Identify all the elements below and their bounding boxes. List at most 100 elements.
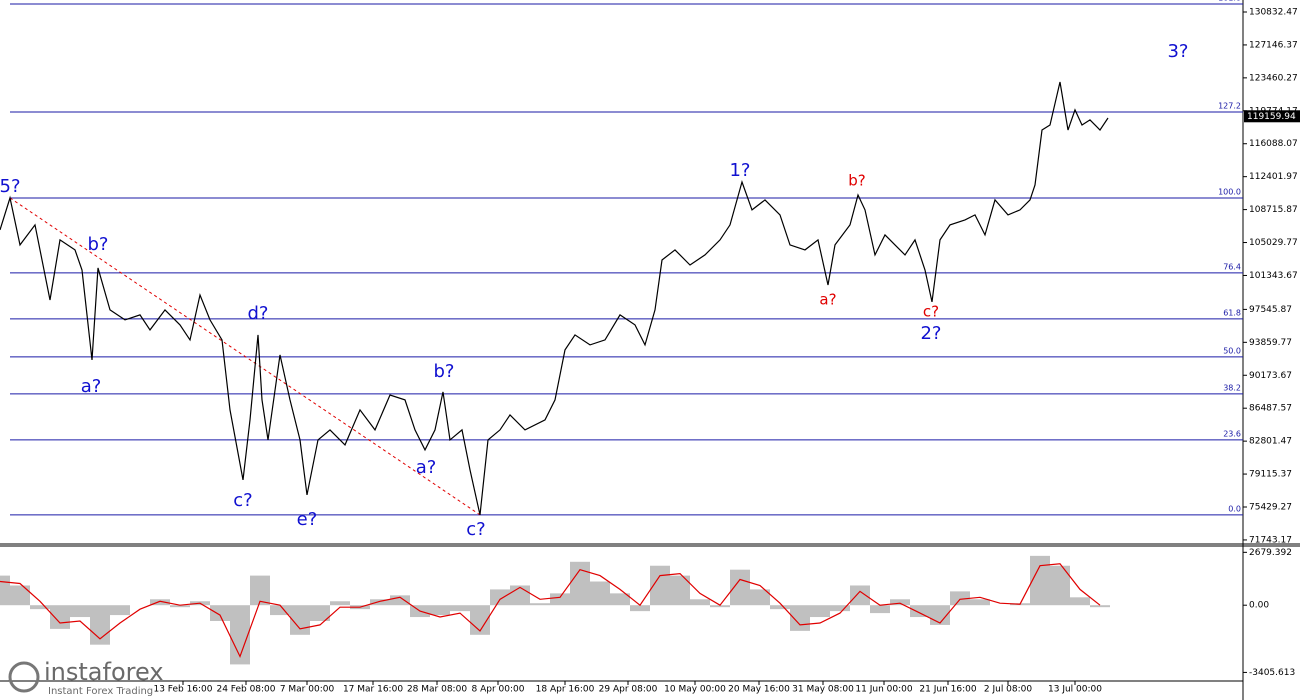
logo-tagline: Instant Forex Trading bbox=[48, 686, 153, 697]
y-tick-label: 0.00 bbox=[1249, 601, 1269, 611]
histogram-bar bbox=[510, 585, 530, 606]
x-tick-label: 8 Apr 00:00 bbox=[472, 685, 525, 695]
histogram-bar bbox=[530, 603, 550, 606]
fib-label: 0.0 bbox=[1228, 504, 1241, 513]
histogram-bar bbox=[550, 593, 570, 606]
histogram-bar bbox=[150, 599, 170, 606]
wave-label: c? bbox=[466, 519, 485, 540]
price-line bbox=[0, 81, 1109, 516]
histogram-bar bbox=[590, 581, 610, 606]
fib-label: 61.8 bbox=[1223, 308, 1241, 317]
histogram-bar bbox=[750, 589, 770, 606]
wave-label: b? bbox=[88, 234, 109, 255]
y-tick-label: 75429.27 bbox=[1249, 503, 1292, 513]
x-tick-label: 24 Feb 08:00 bbox=[216, 685, 275, 695]
y-tick-label: 108715.87 bbox=[1249, 205, 1298, 215]
wave-label: b? bbox=[848, 172, 865, 190]
y-tick-label: 127146.37 bbox=[1249, 40, 1298, 50]
histogram-bar bbox=[710, 605, 730, 608]
y-tick-label: 93859.77 bbox=[1249, 338, 1292, 348]
fib-label: 100.0 bbox=[1218, 187, 1241, 196]
histogram-bar bbox=[370, 599, 390, 606]
histogram-bar bbox=[1050, 565, 1070, 606]
x-tick-label: 13 Feb 16:00 bbox=[153, 685, 212, 695]
y-tick-label: 90173.67 bbox=[1249, 371, 1292, 381]
histogram-bar bbox=[870, 605, 890, 614]
histogram-bar bbox=[470, 605, 490, 635]
histogram-bar bbox=[50, 605, 70, 629]
x-tick-label: 20 May 16:00 bbox=[728, 685, 790, 695]
wave-label: d? bbox=[248, 303, 269, 324]
logo-text: instaforex bbox=[44, 658, 164, 686]
histogram-bar bbox=[450, 605, 470, 612]
x-tick-label: 13 Jul 00:00 bbox=[1048, 685, 1102, 695]
y-tick-label: 101343.67 bbox=[1249, 271, 1298, 281]
y-tick-label: 71743.17 bbox=[1249, 535, 1292, 545]
signal-line bbox=[0, 563, 1101, 659]
histogram-bar bbox=[690, 599, 710, 606]
histogram-bar bbox=[430, 605, 450, 616]
wave-label: 5? bbox=[0, 176, 21, 197]
wave-label: a? bbox=[819, 291, 836, 309]
wave-label: 1? bbox=[729, 160, 750, 181]
last-price-label: 119159.94 bbox=[1247, 112, 1296, 122]
y-tick-label: 123460.27 bbox=[1249, 73, 1298, 83]
wave-label: a? bbox=[416, 457, 437, 478]
histogram-bar bbox=[670, 575, 690, 606]
histogram-bar bbox=[0, 575, 10, 606]
histogram-bar bbox=[390, 595, 410, 606]
x-tick-label: 7 Mar 00:00 bbox=[280, 685, 335, 695]
histogram-bar bbox=[1030, 555, 1050, 606]
histogram-bar bbox=[270, 605, 290, 616]
histogram-bar bbox=[330, 601, 350, 606]
y-tick-label: 82801.47 bbox=[1249, 437, 1292, 447]
histogram-bar bbox=[10, 585, 30, 606]
histogram-bar bbox=[830, 605, 850, 612]
y-tick-label: 97545.87 bbox=[1249, 305, 1292, 315]
y-tick-label: 86487.57 bbox=[1249, 404, 1292, 414]
histogram-bar bbox=[610, 593, 630, 606]
wave-label: 3? bbox=[1167, 41, 1188, 62]
logo-icon bbox=[8, 661, 40, 693]
last-price-box bbox=[1244, 110, 1300, 123]
histogram-bar bbox=[950, 591, 970, 606]
histogram-bar bbox=[170, 605, 190, 608]
fib-label: 38.2 bbox=[1223, 383, 1241, 392]
x-tick-label: 31 May 08:00 bbox=[792, 685, 854, 695]
wave-label: c? bbox=[233, 490, 252, 511]
trend-line bbox=[9, 197, 481, 516]
x-tick-label: 11 Jun 00:00 bbox=[855, 685, 912, 695]
wave-label: b? bbox=[434, 361, 455, 382]
histogram-bar bbox=[850, 585, 870, 606]
y-tick-label: -3405.613 bbox=[1249, 668, 1295, 678]
wave-label: c? bbox=[923, 303, 939, 321]
histogram-bar bbox=[250, 575, 270, 606]
histogram-bar bbox=[770, 605, 790, 610]
x-tick-label: 28 Mar 08:00 bbox=[407, 685, 467, 695]
histogram-bar bbox=[1090, 605, 1110, 608]
histogram-bar bbox=[110, 605, 130, 616]
logo: instaforex Instant Forex Trading bbox=[8, 658, 164, 697]
histogram-bar bbox=[890, 599, 910, 606]
wave-label: 2? bbox=[920, 323, 941, 344]
fib-label: 76.4 bbox=[1223, 262, 1241, 271]
wave-label: a? bbox=[81, 376, 102, 397]
histogram-bar bbox=[210, 605, 230, 621]
y-tick-label: 112401.97 bbox=[1249, 172, 1298, 182]
x-tick-label: 21 Jun 16:00 bbox=[919, 685, 976, 695]
histogram-bar bbox=[1070, 597, 1090, 606]
fib-label: 23.6 bbox=[1223, 429, 1241, 438]
x-tick-label: 2 Jul 08:00 bbox=[984, 685, 1033, 695]
y-tick-label: 116088.07 bbox=[1249, 139, 1298, 149]
histogram-bar bbox=[70, 605, 90, 618]
x-tick-label: 29 Apr 08:00 bbox=[599, 685, 658, 695]
histogram-bar bbox=[230, 605, 250, 665]
y-tick-label: 79115.37 bbox=[1249, 470, 1292, 480]
histogram-bar bbox=[810, 605, 830, 618]
x-tick-label: 18 Apr 16:00 bbox=[536, 685, 595, 695]
fib-label: 50.0 bbox=[1223, 346, 1241, 355]
fib-label: 127.2 bbox=[1218, 101, 1241, 110]
histogram-bar bbox=[970, 599, 990, 606]
histogram-bar bbox=[730, 569, 750, 606]
